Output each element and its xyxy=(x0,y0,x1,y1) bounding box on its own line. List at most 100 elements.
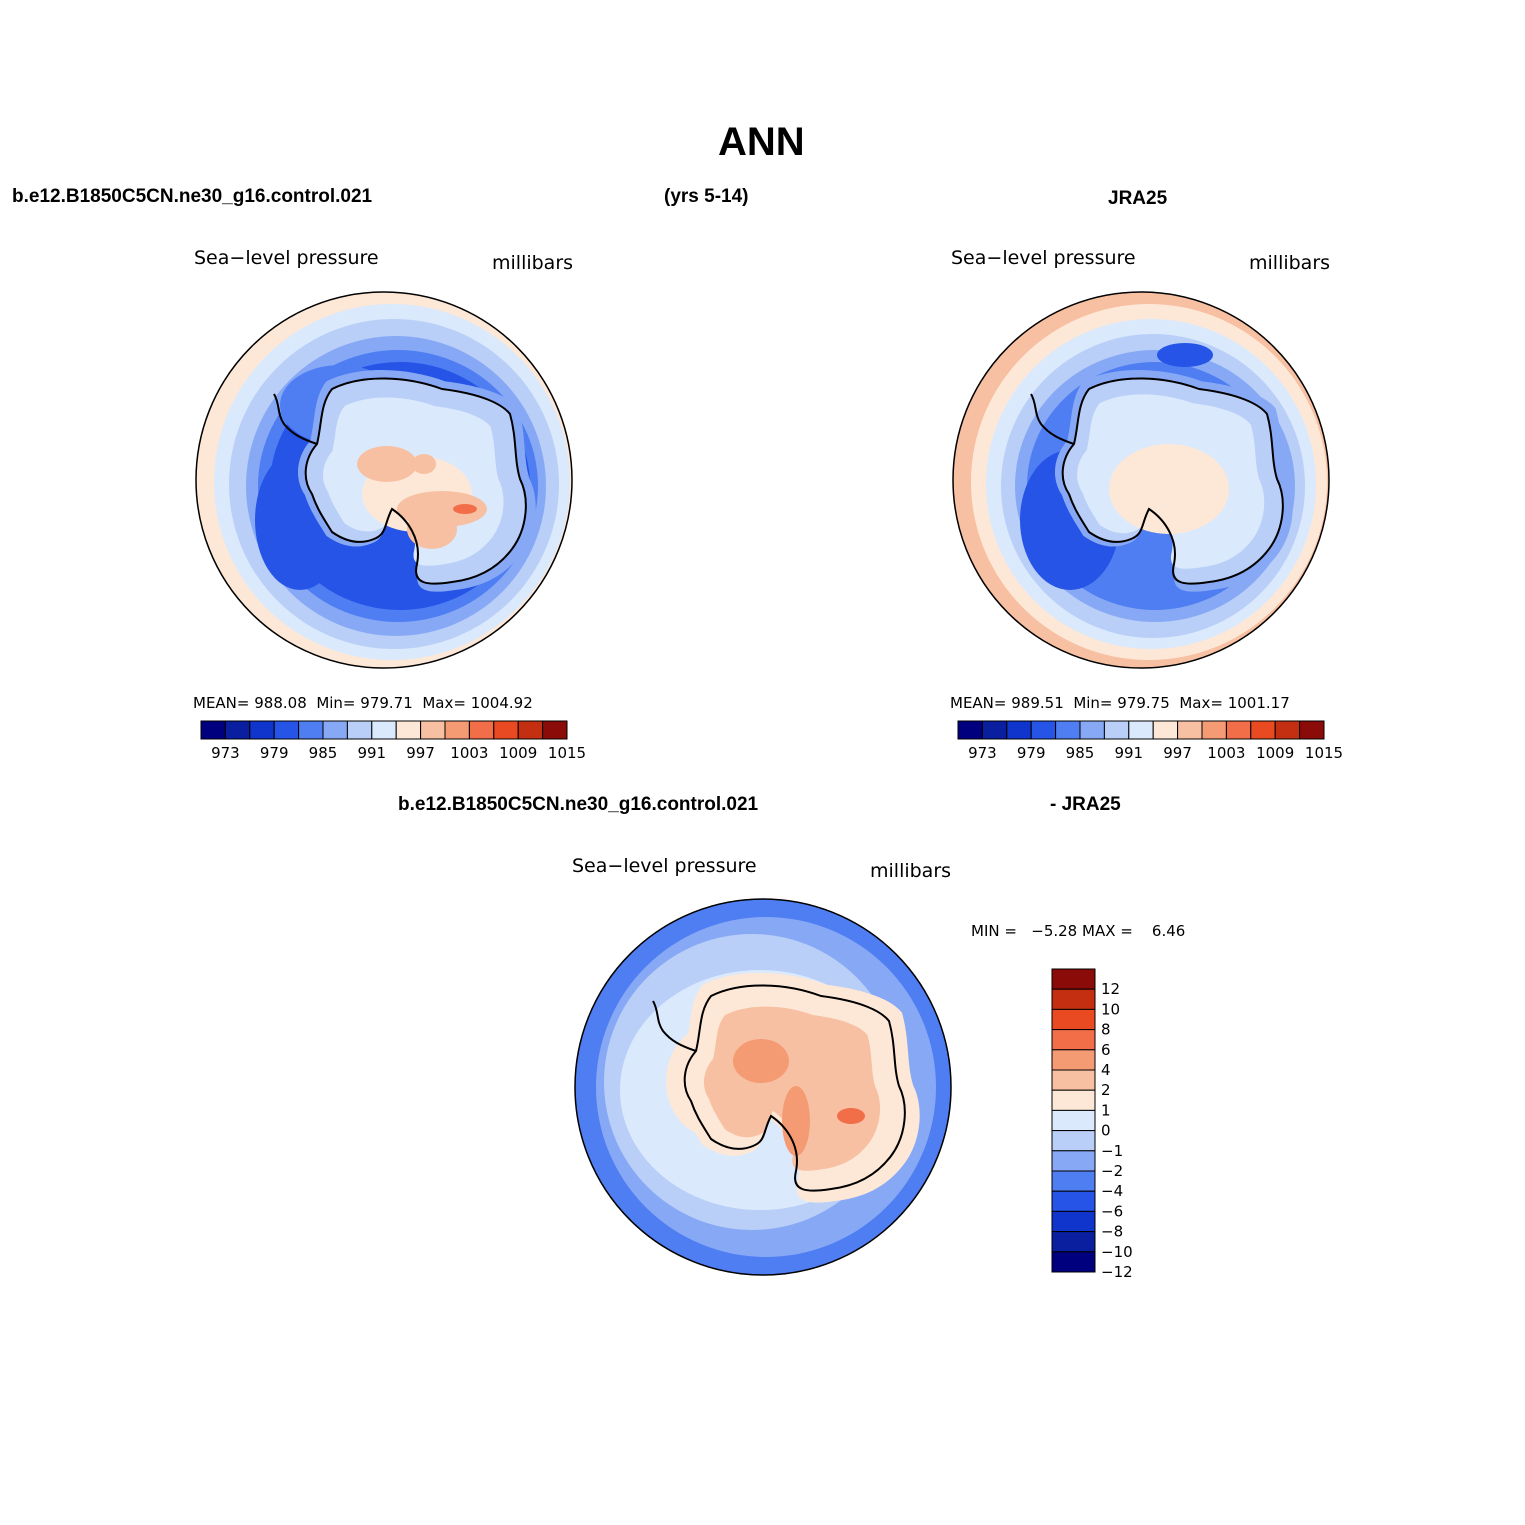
diff-colorbar-tick-label: −4 xyxy=(1101,1182,1123,1200)
obs-max-value: 1001.17 xyxy=(1227,694,1290,712)
model-colorbar-tick-label: 985 xyxy=(309,744,338,762)
model-map-border xyxy=(195,291,573,669)
model-colorbar-swatch xyxy=(224,720,251,740)
obs-colorbar-swatch xyxy=(1006,720,1032,740)
obs-map-border xyxy=(952,291,1330,669)
diff-colorbar-tick-label: 12 xyxy=(1101,980,1120,998)
diff-colorbar-swatch xyxy=(1051,1251,1096,1273)
model-colorbar-tick-label: 1015 xyxy=(548,744,586,762)
diff-colorbar-tick-label: 1 xyxy=(1101,1101,1111,1119)
model-colorbar-tick-label: 1003 xyxy=(450,744,488,762)
model-colorbar-swatch xyxy=(371,720,397,740)
diff-colorbar-swatch xyxy=(1051,1109,1096,1132)
diff-colorbar-swatch xyxy=(1051,1190,1096,1212)
obs-colorbar-swatch xyxy=(957,720,983,740)
diff-colorbar-tick-label: −1 xyxy=(1101,1142,1123,1160)
diff-max-label: MAX = xyxy=(1082,922,1133,940)
obs-colorbar-swatch xyxy=(1030,720,1057,740)
model-variable-label: Sea−level pressure xyxy=(194,247,379,269)
diff-colorbar-swatch xyxy=(1051,1089,1096,1111)
diff-colorbar-swatch xyxy=(1051,1150,1096,1172)
obs-colorbar-swatch xyxy=(1274,720,1301,740)
diff-stats: MIN = −5.28 MAX = 6.46 xyxy=(971,922,1185,940)
diff-max-value: 6.46 xyxy=(1151,922,1186,940)
obs-colorbar-tick-label: 985 xyxy=(1066,744,1095,762)
obs-colorbar-tick-label: 1003 xyxy=(1207,744,1245,762)
diff-units-label: millibars xyxy=(870,860,952,882)
obs-variable-label: Sea−level pressure xyxy=(951,247,1136,269)
obs-colorbar-swatch xyxy=(1299,720,1325,740)
diff-colorbar-tick-label: −10 xyxy=(1101,1243,1133,1261)
model-colorbar-swatch xyxy=(420,720,446,740)
diff-colorbar-tick-label: −12 xyxy=(1101,1263,1133,1281)
diff-map xyxy=(575,899,951,1275)
diff-colorbar-tick-label: 2 xyxy=(1101,1081,1111,1099)
model-colorbar-swatch xyxy=(298,720,324,740)
years-label: (yrs 5-14) xyxy=(664,186,749,207)
model-colorbar-tick-label: 973 xyxy=(211,744,240,762)
diff-colorbar-swatch xyxy=(1051,1231,1096,1253)
diff-obs-label: - JRA25 xyxy=(1050,794,1121,815)
model-colorbar-swatch xyxy=(273,720,300,740)
obs-max-label: Max= xyxy=(1179,694,1223,712)
model-colorbar-swatch xyxy=(346,720,373,740)
diff-variable-label: Sea−level pressure xyxy=(572,855,757,877)
obs-colorbar-tick-label: 973 xyxy=(968,744,997,762)
obs-stats: MEAN= 989.51 Min= 979.75 Max= 1001.17 xyxy=(950,694,1290,712)
diff-min-label: MIN = xyxy=(971,922,1017,940)
obs-colorbar-tick-label: 997 xyxy=(1163,744,1192,762)
model-colorbar-swatch xyxy=(542,720,568,740)
diff-colorbar-tick-label: −6 xyxy=(1101,1202,1123,1220)
model-min-value: 979.71 xyxy=(360,694,413,712)
diff-case-label: b.e12.B1850C5CN.ne30_g16.control.021 xyxy=(398,794,759,815)
diff-colorbar-tick-label: 8 xyxy=(1101,1021,1111,1039)
diff-colorbar-tick-label: −8 xyxy=(1101,1223,1123,1241)
model-colorbar-swatch xyxy=(249,720,275,740)
obs-colorbar-tick-label: 1015 xyxy=(1305,744,1343,762)
model-stats: MEAN= 988.08 Min= 979.71 Max= 1004.92 xyxy=(193,694,533,712)
diff-colorbar-tick-label: 4 xyxy=(1101,1061,1111,1079)
obs-name-label: JRA25 xyxy=(1108,188,1168,209)
case-name-label: b.e12.B1850C5CN.ne30_g16.control.021 xyxy=(12,186,373,207)
obs-colorbar-tick-label: 1009 xyxy=(1256,744,1294,762)
model-colorbar-swatch xyxy=(444,720,470,740)
obs-units-label: millibars xyxy=(1249,252,1331,274)
diff-colorbar-swatch xyxy=(1051,1008,1096,1031)
model-colorbar-swatch xyxy=(517,720,544,740)
model-mean-label: MEAN= xyxy=(193,694,250,712)
obs-colorbar-tick-label: 991 xyxy=(1114,744,1143,762)
model-colorbar-tick-label: 991 xyxy=(357,744,386,762)
obs-colorbar-swatch xyxy=(1225,720,1252,740)
model-colorbar-tick-label: 979 xyxy=(260,744,289,762)
model-max-label: Max= xyxy=(422,694,466,712)
model-map xyxy=(196,292,572,668)
figure-title: ANN xyxy=(718,120,805,164)
model-colorbar-tick-label: 997 xyxy=(406,744,435,762)
diff-colorbar-swatch xyxy=(1051,1069,1096,1091)
model-mean-value: 988.08 xyxy=(254,694,307,712)
obs-colorbar-swatch xyxy=(1201,720,1227,740)
diff-colorbar-tick-label: 0 xyxy=(1101,1122,1111,1140)
diff-colorbar-swatch xyxy=(1051,1049,1096,1071)
diff-colorbar-swatch xyxy=(1051,1210,1096,1233)
model-colorbar-swatch xyxy=(395,720,422,740)
model-min-label: Min= xyxy=(316,694,356,712)
obs-colorbar-swatch xyxy=(1079,720,1105,740)
diff-colorbar-tick-label: 6 xyxy=(1101,1041,1111,1059)
obs-colorbar-swatch xyxy=(1128,720,1154,740)
obs-colorbar-swatch xyxy=(1103,720,1130,740)
obs-colorbar: 973 979 985 991 997 1003 1009 1015 xyxy=(957,720,1343,762)
diff-min-value: −5.28 xyxy=(1031,922,1078,940)
diff-colorbar-swatch xyxy=(1051,988,1096,1010)
diff-colorbar-tick-label: 10 xyxy=(1101,1000,1120,1018)
obs-min-label: Min= xyxy=(1073,694,1113,712)
model-colorbar-tick-label: 1009 xyxy=(499,744,537,762)
obs-colorbar-swatch xyxy=(1152,720,1179,740)
obs-colorbar-tick-label: 979 xyxy=(1017,744,1046,762)
obs-colorbar-swatch xyxy=(1177,720,1203,740)
obs-colorbar-swatch xyxy=(981,720,1008,740)
diff-colorbar-swatch xyxy=(1051,1130,1096,1152)
model-colorbar-swatch xyxy=(493,720,519,740)
model-max-value: 1004.92 xyxy=(470,694,533,712)
diff-colorbar-swatch xyxy=(1051,1029,1096,1051)
